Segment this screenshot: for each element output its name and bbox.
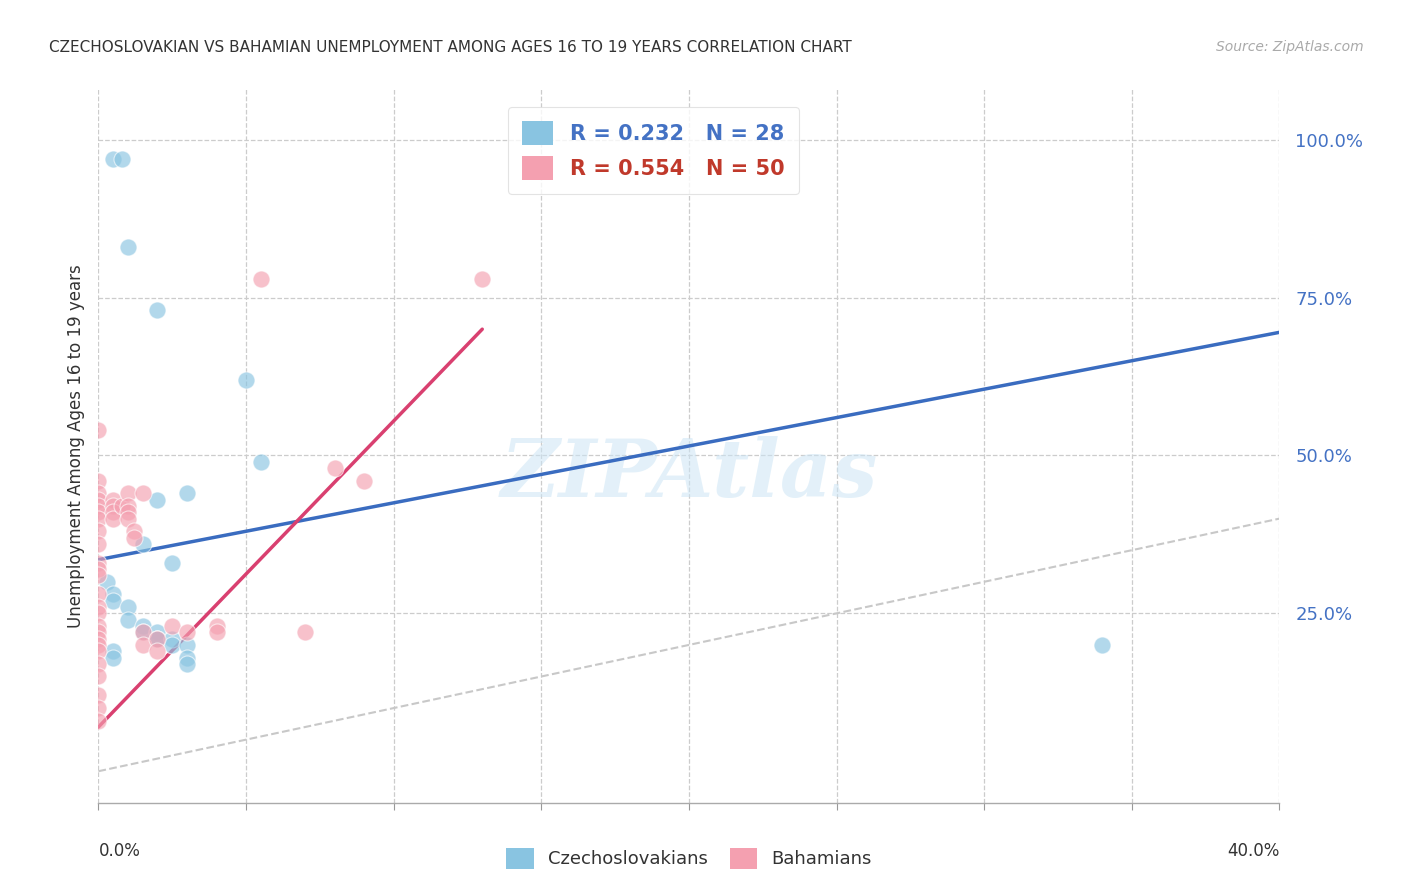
Text: Source: ZipAtlas.com: Source: ZipAtlas.com [1216,40,1364,54]
Point [87,486,110,500]
Point [87,607,110,621]
Point [117,240,139,254]
Point [87,492,110,507]
Point [162,632,183,646]
Y-axis label: Unemployment Among Ages 16 to 19 years: Unemployment Among Ages 16 to 19 years [66,264,84,628]
Point [87,632,110,646]
Point [103,152,125,166]
Point [250,455,273,469]
Point [103,499,125,513]
Point [87,423,110,437]
Point [353,474,375,488]
Point [111,499,134,513]
Point [87,562,110,576]
Point [87,638,110,652]
Point [132,619,155,633]
Point [103,650,125,665]
Point [87,556,110,570]
Point [162,556,183,570]
Point [111,152,134,166]
Point [87,669,110,683]
Point [103,505,125,519]
Point [87,474,110,488]
Point [132,625,155,640]
Point [103,593,125,607]
Text: ZIPAtlas: ZIPAtlas [501,436,877,513]
Point [146,632,169,646]
Point [176,657,198,671]
Point [87,505,110,519]
Point [117,613,139,627]
Point [176,638,198,652]
Point [87,714,110,728]
Point [146,625,169,640]
Point [132,638,155,652]
Point [146,632,169,646]
Point [96,574,118,589]
Point [205,625,228,640]
Point [103,644,125,658]
Point [176,625,198,640]
Point [235,373,257,387]
Point [176,486,198,500]
Point [117,499,139,513]
Point [294,625,316,640]
Point [323,461,346,475]
Point [87,568,110,582]
Point [87,587,110,601]
Point [132,486,155,500]
Point [146,492,169,507]
Point [87,689,110,703]
Point [122,531,145,545]
Point [146,303,169,318]
Text: 0.0%: 0.0% [98,842,141,860]
Text: 40.0%: 40.0% [1227,842,1279,860]
Point [162,619,183,633]
Text: CZECHOSLOVAKIAN VS BAHAMIAN UNEMPLOYMENT AMONG AGES 16 TO 19 YEARS CORRELATION C: CZECHOSLOVAKIAN VS BAHAMIAN UNEMPLOYMENT… [49,40,852,55]
Point [87,524,110,539]
Point [176,650,198,665]
Point [117,505,139,519]
Point [1091,638,1114,652]
Legend: Czechoslovakians, Bahamians: Czechoslovakians, Bahamians [499,840,879,876]
Point [205,619,228,633]
Point [87,511,110,525]
Point [87,657,110,671]
Point [87,619,110,633]
Point [132,625,155,640]
Point [87,499,110,513]
Point [117,511,139,525]
Point [103,587,125,601]
Point [103,511,125,525]
Point [132,537,155,551]
Point [103,492,125,507]
Point [471,271,494,285]
Point [162,638,183,652]
Point [87,625,110,640]
Point [250,271,273,285]
Point [146,644,169,658]
Point [87,537,110,551]
Point [87,644,110,658]
Point [146,632,169,646]
Point [117,600,139,615]
Point [87,701,110,715]
Point [117,486,139,500]
Point [122,524,145,539]
Point [87,600,110,615]
